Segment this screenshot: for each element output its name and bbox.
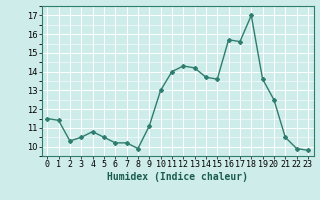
X-axis label: Humidex (Indice chaleur): Humidex (Indice chaleur): [107, 172, 248, 182]
